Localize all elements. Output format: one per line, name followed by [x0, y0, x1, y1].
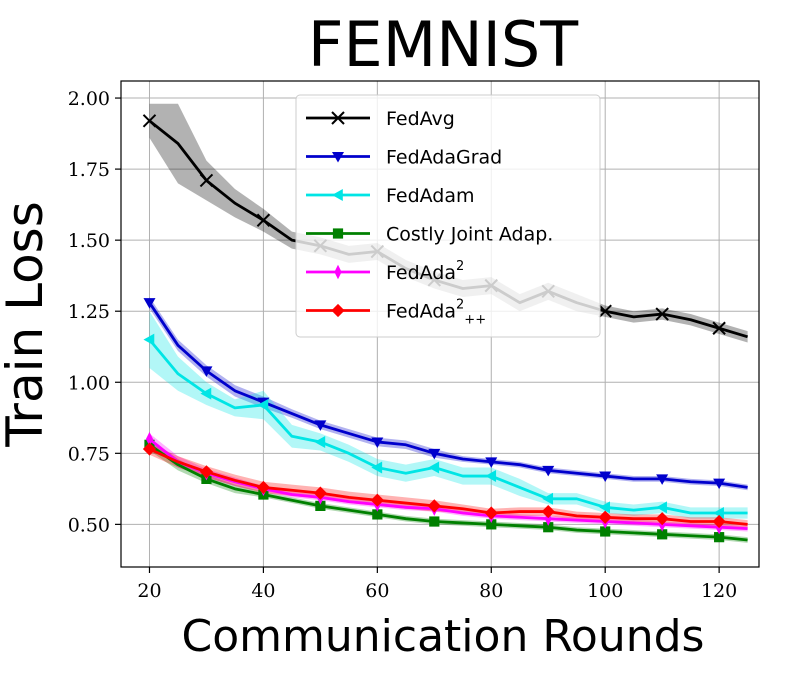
square-marker: [315, 500, 326, 511]
x-marker: [142, 114, 157, 128]
x-axis-label: Communication Rounds: [182, 611, 705, 662]
x-marker: [256, 213, 271, 227]
square-marker: [429, 516, 440, 527]
y-tick-label: 1.75: [68, 159, 110, 181]
x-tick-label: 60: [365, 580, 389, 602]
legend: FedAvg FedAdaGrad FedAdam Costly Joint Adap…: [295, 94, 601, 338]
x-tick-label: 20: [137, 580, 161, 602]
y-tick-label: 1.00: [68, 372, 110, 394]
x-marker-stroke: [331, 111, 345, 125]
triangle-left-marker: [599, 501, 610, 514]
triangle-left-marker: [143, 333, 155, 346]
triangle-down-marker: [599, 471, 612, 483]
triangle-left-marker: [371, 461, 383, 474]
triangle-left-marker: [257, 399, 269, 411]
series-line: [148, 301, 748, 489]
triangle-down-marker: [143, 298, 156, 309]
series-line: [148, 443, 748, 542]
square-marker: [714, 532, 725, 543]
x-marker-stroke: [598, 304, 612, 318]
y-tick-label: 1.25: [68, 301, 110, 323]
x-marker-stroke: [199, 173, 214, 188]
triangle-left-marker: [314, 435, 326, 448]
y-tick-label: 2.00: [68, 88, 110, 110]
plot-area: [120, 80, 760, 568]
x-marker-stroke: [712, 321, 726, 335]
square-marker: [657, 529, 668, 540]
square-marker: [600, 526, 611, 537]
x-marker: [712, 321, 726, 335]
legend-box: [295, 94, 601, 338]
diamond-marker: [199, 465, 214, 479]
diamond-marker: [655, 512, 669, 526]
triangle-down-marker: [656, 474, 669, 485]
triangle-left-marker: [200, 387, 212, 400]
diamond-marker: [256, 480, 271, 495]
diamond-marker: [427, 499, 441, 513]
triangle-down-marker: [332, 152, 344, 163]
x-marker-stroke: [142, 114, 157, 128]
triangle-left-marker: [428, 461, 440, 474]
series-band: [149, 311, 748, 519]
series-line: [148, 447, 748, 526]
triangle-left-marker: [713, 507, 724, 519]
series-line: [148, 338, 748, 515]
triangle-down-marker: [542, 465, 555, 477]
diamond-marker: [313, 486, 327, 500]
thin-diamond-marker: [145, 431, 154, 447]
square-marker: [332, 228, 344, 239]
y-tick-label: 0.50: [68, 514, 110, 536]
chart-title: FEMNIST: [308, 8, 579, 81]
triangle-left-marker: [656, 501, 667, 514]
y-tick-label: 1.50: [68, 230, 110, 252]
triangle-down-marker: [485, 457, 498, 468]
x-tick-label: 80: [479, 580, 503, 602]
square-marker: [372, 509, 383, 520]
triangle-left-marker: [542, 492, 554, 505]
diamond-marker: [370, 493, 384, 507]
x-tick-label: 120: [701, 580, 737, 602]
triangle-down-marker: [371, 437, 384, 448]
diamond-marker: [598, 510, 612, 524]
x-marker: [331, 111, 345, 125]
legend-label: FedAda2: [386, 259, 464, 284]
y-axis-label: Train Loss: [0, 201, 54, 448]
x-tick-label: 40: [251, 580, 275, 602]
diamond-marker: [142, 442, 157, 456]
triangle-down-marker: [314, 420, 327, 431]
legend-label: FedAdaGrad: [386, 147, 502, 169]
thin-diamond-marker: [334, 264, 342, 280]
square-marker: [486, 519, 497, 530]
x-marker: [199, 173, 214, 188]
square-marker: [543, 522, 554, 533]
triangle-down-marker: [713, 478, 726, 490]
diamond-marker: [331, 303, 345, 318]
legend-label: FedAvg: [386, 108, 455, 130]
diamond-marker: [712, 514, 726, 529]
triangle-down-marker: [200, 366, 213, 377]
triangle-left-marker: [485, 470, 497, 483]
x-marker: [655, 307, 669, 321]
y-tick-label: 0.75: [68, 443, 110, 465]
axis-ticks: 20 40 60 80 100 120 0.50 0.75 1.00 1.25 1.50 1.75 2.…: [68, 88, 738, 602]
x-tick-label: 100: [587, 580, 623, 602]
triangle-down-marker: [428, 448, 441, 460]
triangle-left-marker: [332, 189, 343, 201]
x-marker-stroke: [256, 213, 271, 227]
x-marker-stroke: [655, 307, 669, 321]
diamond-marker: [541, 504, 555, 519]
legend-label: Costly Joint Adap.: [386, 224, 553, 246]
legend-label: FedAda2++: [386, 298, 486, 328]
diamond-marker: [484, 506, 498, 520]
x-marker: [598, 304, 612, 318]
legend-label: FedAdam: [386, 185, 475, 207]
